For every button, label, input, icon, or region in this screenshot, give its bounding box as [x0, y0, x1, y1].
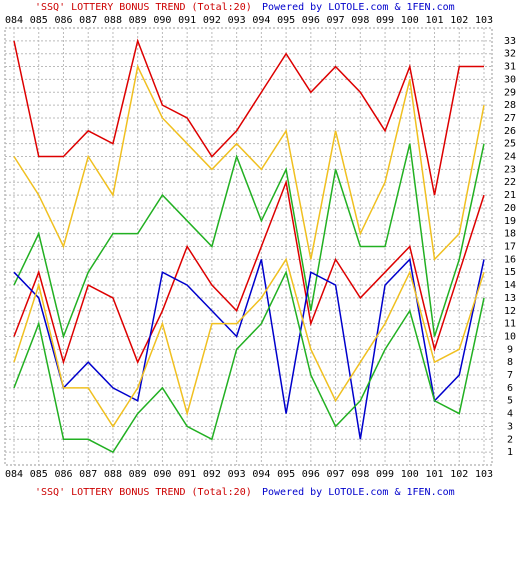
y-tick-label: 10 — [504, 331, 516, 342]
x-tick-label-top: 102 — [450, 15, 468, 26]
x-tick-label: 088 — [104, 469, 122, 480]
y-tick-label: 13 — [504, 293, 516, 304]
x-tick-label: 097 — [327, 469, 345, 480]
x-tick-label: 087 — [79, 469, 97, 480]
x-tick-label-top: 096 — [302, 15, 320, 26]
x-tick-label-top: 088 — [104, 15, 122, 26]
series-line — [13, 179, 485, 365]
x-tick-label: 100 — [401, 469, 419, 480]
x-tick-label: 084 — [5, 469, 23, 480]
x-tick-label: 099 — [376, 469, 394, 480]
y-tick-label: 15 — [504, 267, 516, 278]
x-tick-label-top: 093 — [228, 15, 246, 26]
y-tick-label: 11 — [504, 319, 516, 330]
series-line — [13, 269, 485, 454]
y-tick-label: 6 — [507, 383, 513, 394]
x-tick-label-top: 098 — [351, 15, 369, 26]
y-tick-label: 12 — [504, 306, 516, 317]
y-tick-label: 8 — [507, 357, 513, 368]
x-tick-label: 093 — [228, 469, 246, 480]
y-tick-label: 5 — [507, 396, 513, 407]
series-line — [13, 64, 485, 261]
x-tick-label-top: 101 — [425, 15, 443, 26]
x-tick-label: 091 — [178, 469, 196, 480]
x-tick-label-top: 103 — [475, 15, 493, 26]
y-tick-label: 26 — [504, 126, 516, 137]
x-tick-label: 089 — [129, 469, 147, 480]
y-tick-label: 9 — [507, 344, 513, 355]
series-line — [13, 38, 484, 196]
y-tick-label: 19 — [504, 216, 516, 227]
y-tick-label: 18 — [504, 229, 516, 240]
y-tick-label: 32 — [504, 49, 516, 60]
series-line — [13, 257, 485, 440]
x-tick-label-top: 085 — [30, 15, 48, 26]
x-tick-label: 098 — [351, 469, 369, 480]
y-tick-label: 4 — [507, 409, 513, 420]
y-tick-label: 20 — [504, 203, 516, 214]
x-tick-label-top: 100 — [401, 15, 419, 26]
y-tick-label: 23 — [504, 164, 516, 175]
x-tick-label-top: 086 — [54, 15, 72, 26]
x-tick-label-top: 091 — [178, 15, 196, 26]
y-tick-label: 21 — [504, 190, 516, 201]
x-tick-label: 086 — [54, 469, 72, 480]
series-line — [13, 143, 485, 339]
x-tick-label: 092 — [203, 469, 221, 480]
x-tick-label: 090 — [153, 469, 171, 480]
chart-subtitle: Powered by LOTOLE.com & 1FEN.com — [262, 2, 455, 13]
y-tick-label: 33 — [504, 36, 516, 47]
y-tick-label: 2 — [507, 434, 513, 445]
y-tick-label: 17 — [504, 242, 516, 253]
x-tick-label-top: 087 — [79, 15, 97, 26]
y-tick-label: 27 — [504, 113, 516, 124]
chart-title-bottom: 'SSQ' LOTTERY BONUS TREND (Total:20) — [35, 487, 252, 498]
x-tick-label: 102 — [450, 469, 468, 480]
x-tick-label: 103 — [475, 469, 493, 480]
x-tick-label-top: 097 — [327, 15, 345, 26]
x-tick-label: 095 — [277, 469, 295, 480]
x-tick-label: 096 — [302, 469, 320, 480]
x-tick-label-top: 095 — [277, 15, 295, 26]
y-tick-label: 14 — [504, 280, 516, 291]
x-tick-label-top: 094 — [252, 15, 270, 26]
x-tick-label-top: 090 — [153, 15, 171, 26]
x-tick-label: 101 — [425, 469, 443, 480]
x-tick-label-top: 084 — [5, 15, 23, 26]
x-tick-label-top: 099 — [376, 15, 394, 26]
y-tick-label: 30 — [504, 74, 516, 85]
y-tick-label: 31 — [504, 62, 516, 73]
y-tick-label: 1 — [507, 447, 513, 458]
y-tick-label: 3 — [507, 421, 513, 432]
x-tick-label: 085 — [30, 469, 48, 480]
y-tick-label: 7 — [507, 370, 513, 381]
x-tick-label-top: 092 — [203, 15, 221, 26]
series-line — [13, 257, 485, 428]
y-tick-label: 25 — [504, 139, 516, 150]
x-tick-label: 094 — [252, 469, 270, 480]
y-tick-label: 16 — [504, 254, 516, 265]
y-tick-label: 22 — [504, 177, 516, 188]
y-tick-label: 29 — [504, 87, 516, 98]
x-tick-label-top: 089 — [129, 15, 147, 26]
chart-subtitle-bottom: Powered by LOTOLE.com & 1FEN.com — [262, 487, 455, 498]
y-tick-label: 28 — [504, 100, 516, 111]
y-tick-label: 24 — [504, 152, 516, 163]
chart-title: 'SSQ' LOTTERY BONUS TREND (Total:20) — [35, 2, 252, 13]
